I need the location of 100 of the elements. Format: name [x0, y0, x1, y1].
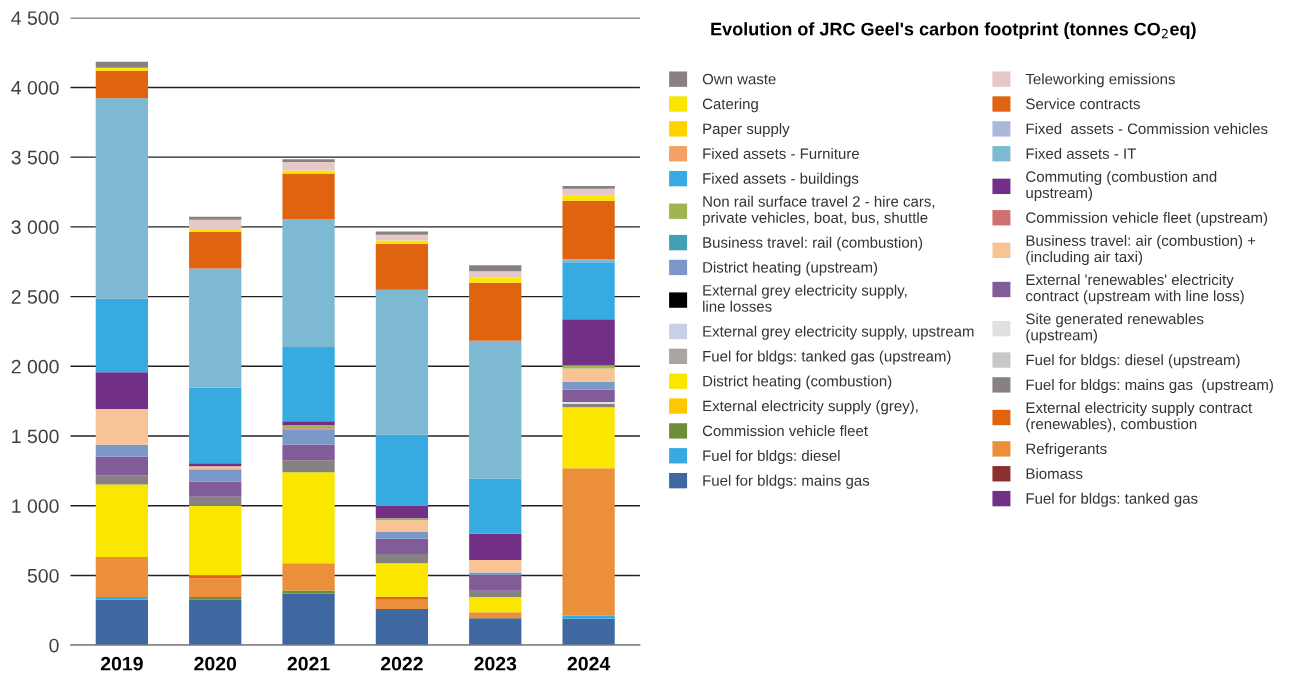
bar	[375, 609, 429, 646]
bar	[562, 618, 615, 646]
legend-label: External grey electricity supply, upstream	[703, 325, 974, 340]
bar	[469, 533, 522, 561]
bar	[469, 575, 522, 591]
y-tick-label: 1 000	[12, 499, 59, 513]
legend-label: Fuel for bldgs: diesel	[703, 449, 840, 464]
bar	[95, 67, 148, 71]
bar	[469, 572, 522, 576]
legend-label: Catering	[702, 98, 758, 113]
bar	[375, 434, 429, 507]
bar	[562, 368, 615, 382]
bar	[189, 481, 242, 497]
bar	[95, 444, 148, 457]
legend-label: Paper supply	[703, 123, 790, 138]
bar	[469, 340, 522, 479]
bar	[95, 456, 148, 476]
bar	[282, 593, 335, 646]
bar	[375, 243, 429, 290]
bar	[375, 520, 429, 532]
legend-label: Business travel: air (combustion) + (including air taxi)	[1026, 234, 1256, 266]
legend-label: District heating (upstream)	[703, 261, 878, 276]
y-tick-label: 2 000	[11, 359, 59, 374]
bar	[95, 61, 148, 68]
x-tick-label: 2021	[287, 656, 330, 671]
bar	[282, 161, 335, 171]
bar	[189, 578, 242, 597]
bar	[95, 484, 148, 558]
legend-label: Fixed assets - buildings	[703, 172, 859, 187]
bar	[375, 553, 429, 564]
bar	[562, 407, 615, 469]
y-tick-label: 3 000	[11, 220, 59, 235]
text: Evolution of JRC Geel's carbon footprint (tonnes CO$_{2}$eq)	[711, 22, 1196, 40]
bar	[189, 268, 242, 388]
x-tick-label: 2024	[567, 656, 611, 671]
bar	[375, 234, 429, 241]
y-tick-label: 1 500	[12, 429, 59, 444]
bar	[95, 70, 148, 99]
bar	[375, 596, 429, 600]
bar	[95, 596, 148, 600]
x-tick-label: 2022	[380, 656, 423, 671]
bar	[189, 387, 242, 464]
y-tick-label: 2 500	[11, 290, 59, 304]
bar	[469, 282, 522, 341]
legend-label: District heating (combustion)	[703, 375, 892, 390]
legend-label: Business travel: rail (combustion)	[703, 236, 923, 251]
bar	[562, 259, 615, 263]
bar	[95, 372, 148, 410]
legend-label: Fixed assets - IT	[1026, 147, 1136, 159]
bar	[469, 590, 522, 597]
bar	[95, 98, 148, 299]
legend-label: Commuting (combustion and upstream)	[1026, 170, 1217, 202]
legend-label: Commission vehicle fleet	[702, 425, 868, 437]
bar	[95, 475, 148, 485]
bar	[189, 496, 242, 507]
legend-label: External 'renewables' electricity contract (upstream with line loss)	[1026, 274, 1244, 305]
bar	[562, 195, 615, 201]
legend-label: Biomass	[1026, 467, 1083, 479]
legend-label: Refrigerants	[1026, 443, 1107, 458]
bar	[375, 231, 429, 235]
bar	[282, 590, 335, 594]
bar	[95, 298, 148, 373]
bar	[282, 444, 335, 461]
bar	[375, 599, 429, 610]
bar	[95, 599, 148, 646]
y-tick-label: 4 000	[11, 80, 59, 95]
bar	[562, 365, 615, 369]
legend-label: Commission vehicle fleet (upstream)	[1026, 211, 1268, 226]
bar	[469, 271, 522, 278]
bar	[282, 219, 335, 347]
bar	[469, 265, 522, 272]
bar	[282, 170, 335, 174]
bar	[562, 200, 615, 260]
bar	[189, 232, 242, 269]
bar	[469, 612, 522, 619]
bar	[189, 596, 242, 600]
bar	[469, 596, 522, 613]
y-tick-label: 3 500	[11, 150, 59, 165]
bar	[282, 429, 335, 445]
bar	[189, 506, 242, 576]
bar	[189, 469, 242, 482]
bar	[95, 557, 148, 597]
bar	[562, 262, 615, 320]
bar	[562, 381, 615, 390]
bar	[469, 478, 522, 534]
bar	[282, 460, 335, 473]
legend-label: Own waste	[702, 73, 776, 85]
x-tick-label: 2019	[100, 656, 143, 671]
bar	[189, 575, 242, 579]
bar	[562, 319, 615, 366]
bar	[282, 173, 335, 220]
bar	[562, 615, 615, 619]
legend-label: External grey electricity supply, line losses	[703, 284, 907, 312]
bar	[375, 289, 429, 435]
bar	[282, 472, 335, 564]
bar	[562, 185, 615, 189]
x-tick-label: 2023	[474, 656, 517, 671]
legend-label: Non rail surface travel 2 - hire cars, private vehicles, boat, bus, shuttle	[703, 195, 935, 226]
legend-label: External electricity supply (grey),	[703, 400, 918, 415]
legend-label: Fixed assets - Commission vehicles	[1026, 123, 1268, 135]
